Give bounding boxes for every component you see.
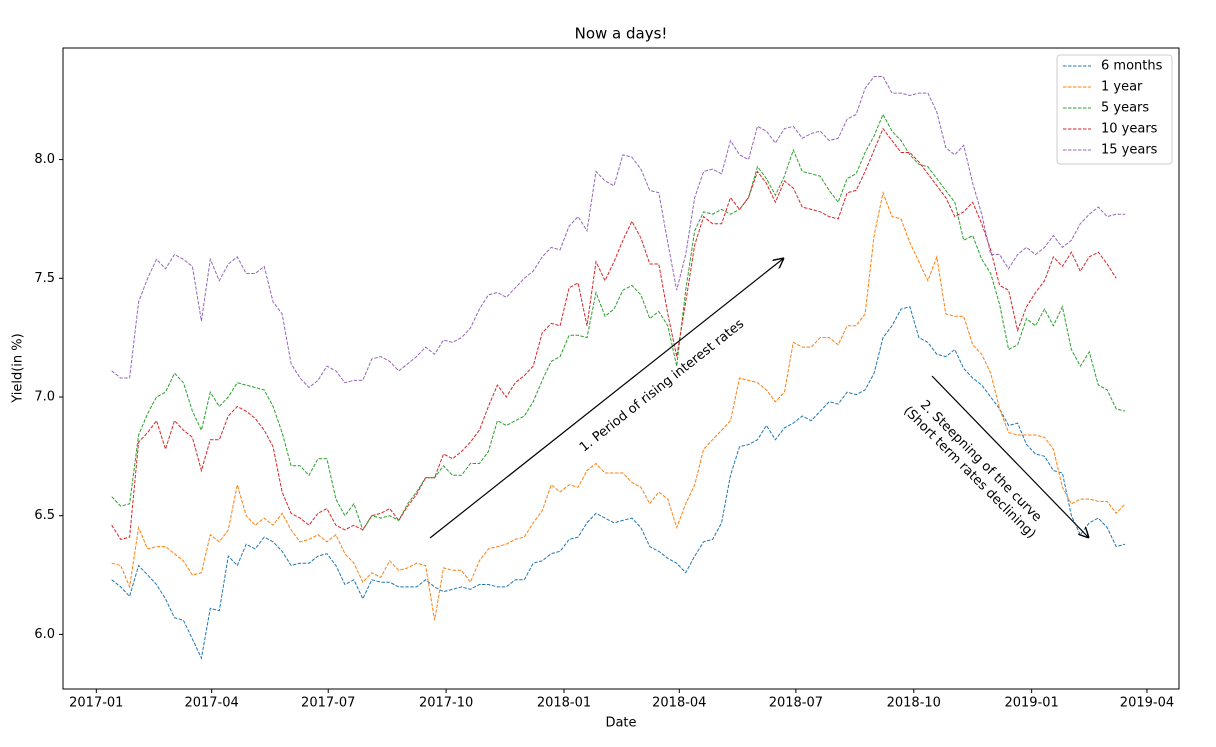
legend-label: 6 months bbox=[1101, 59, 1163, 74]
legend-label: 5 years bbox=[1101, 101, 1149, 116]
series-line bbox=[111, 306, 1126, 660]
x-tick-label: 2018-04 bbox=[652, 696, 706, 711]
annotation-arrow bbox=[931, 375, 1089, 538]
x-tick-label: 2018-10 bbox=[887, 696, 941, 711]
legend-label: 1 year bbox=[1101, 80, 1143, 95]
series-line bbox=[111, 113, 1126, 532]
x-tick-label: 2017-04 bbox=[184, 696, 238, 711]
x-axis-label: Date bbox=[605, 716, 636, 731]
legend-label: 15 years bbox=[1101, 143, 1158, 158]
annotation: 1. Period of rising interest rates bbox=[577, 316, 747, 455]
y-tick-label: 6.0 bbox=[34, 627, 55, 642]
x-tick-label: 2019-01 bbox=[1004, 696, 1058, 711]
legend-label: 10 years bbox=[1101, 122, 1158, 137]
y-tick-label: 6.5 bbox=[34, 508, 55, 523]
x-tick-label: 2017-07 bbox=[301, 696, 355, 711]
annotation-text: 1. Period of rising interest rates bbox=[577, 316, 747, 455]
chart-title: Now a days! bbox=[575, 25, 668, 43]
x-tick-label: 2019-04 bbox=[1120, 696, 1174, 711]
x-tick-label: 2018-07 bbox=[769, 696, 823, 711]
y-tick-label: 7.0 bbox=[34, 389, 55, 404]
y-tick-label: 7.5 bbox=[34, 271, 55, 286]
annotation: 2. Steepning of the curve(Short term rat… bbox=[900, 398, 1044, 542]
annotation-arrow bbox=[429, 258, 784, 539]
legend-box bbox=[1056, 54, 1173, 165]
x-tick-label: 2018-01 bbox=[537, 696, 591, 711]
x-tick-label: 2017-01 bbox=[69, 696, 123, 711]
y-axis-label: Yield(in %) bbox=[11, 333, 26, 403]
series-line bbox=[111, 191, 1126, 621]
series-line bbox=[111, 76, 1126, 389]
plot-frame bbox=[62, 47, 1180, 690]
annotation-text: 2. Steepning of the curve bbox=[917, 398, 1044, 525]
annotation-text: (Short term rates declining) bbox=[900, 404, 1038, 542]
x-tick-label: 2017-10 bbox=[419, 696, 473, 711]
y-tick-label: 8.0 bbox=[34, 152, 55, 167]
